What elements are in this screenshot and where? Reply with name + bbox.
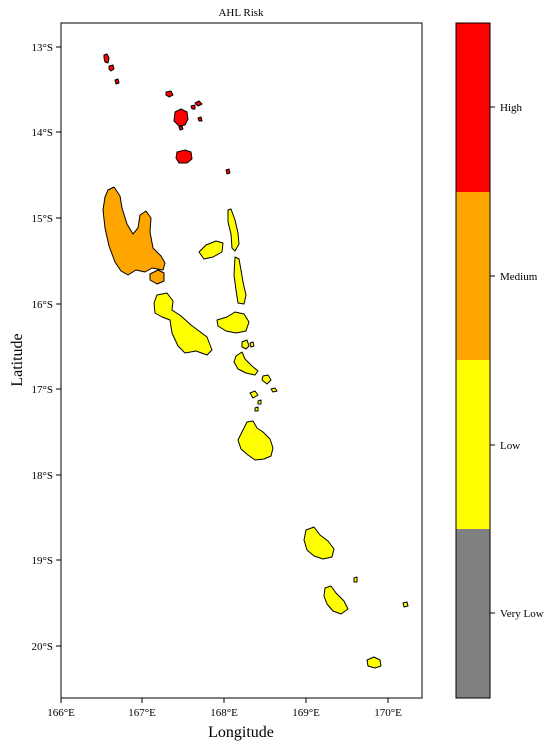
- island-ambrym: [216, 311, 250, 334]
- map-title: AHL Risk: [218, 7, 264, 19]
- island-hiu: [103, 53, 110, 64]
- island-rowa: [197, 116, 203, 122]
- colorbar-band-low: [456, 360, 490, 529]
- colorbar-band-medium: [456, 192, 490, 360]
- island-epi: [233, 351, 259, 376]
- island-tanna: [323, 585, 349, 615]
- island-ureparapara: [165, 90, 174, 98]
- island-mota-lava: [190, 104, 196, 110]
- island-tongoa: [249, 390, 259, 399]
- island-merelava: [225, 168, 231, 175]
- lon-tick-label: 167°E: [128, 707, 156, 719]
- island-espiritu-santo: [102, 186, 166, 276]
- island-loh: [114, 78, 120, 85]
- lat-tick-label: 16°S: [31, 299, 53, 311]
- lon-tick-label: 166°E: [47, 707, 75, 719]
- risk-colorbar: High Medium Low Very Low: [455, 22, 544, 699]
- island-lopevi: [249, 341, 255, 348]
- island-ambae: [198, 240, 224, 260]
- legend-label-high: High: [500, 102, 523, 114]
- island-toga: [108, 64, 115, 72]
- x-axis-title: Longitude: [208, 724, 274, 741]
- lat-tick-label: 14°S: [31, 127, 53, 139]
- lat-tick-label: 19°S: [31, 555, 53, 567]
- island-maewo: [227, 208, 240, 252]
- lon-tick-label: 170°E: [374, 707, 402, 719]
- island-pentecost: [233, 256, 247, 305]
- island-paama: [241, 339, 250, 350]
- lon-tick-label: 168°E: [210, 707, 238, 719]
- island-vanua-lava: [173, 108, 189, 127]
- lon-tick-label: 169°E: [292, 707, 320, 719]
- legend-label-medium: Medium: [500, 271, 538, 283]
- colorbar-band-very-low: [456, 529, 490, 698]
- island-efate: [237, 420, 274, 461]
- island-emae: [254, 406, 259, 412]
- lat-tick-label: 18°S: [31, 470, 53, 482]
- lon-axis: 166°E 167°E 168°E 169°E 170°E: [47, 698, 402, 719]
- island-gaua: [175, 149, 193, 164]
- islands-layer: [102, 53, 409, 669]
- island-mota: [194, 100, 203, 107]
- island-futuna: [402, 601, 409, 608]
- lat-tick-label: 15°S: [31, 213, 53, 225]
- legend-label-very-low: Very Low: [500, 608, 544, 620]
- lat-tick-label: 13°S: [31, 42, 53, 54]
- lat-axis: 13°S 14°S 15°S 16°S 17°S 18°S 19°S 20°S: [31, 42, 61, 653]
- island-aniwa: [353, 576, 358, 583]
- y-axis-title: Latitude: [9, 333, 26, 386]
- lat-tick-label: 20°S: [31, 641, 53, 653]
- island-shepherd-islet: [257, 399, 262, 405]
- island-erromango: [303, 526, 335, 560]
- legend-label-low: Low: [500, 440, 520, 452]
- colorbar-band-high: [456, 23, 490, 192]
- colorbar-frame: [455, 22, 491, 699]
- island-malakula: [153, 292, 213, 356]
- lat-tick-label: 17°S: [31, 384, 53, 396]
- island-lamen: [261, 374, 272, 385]
- island-aneityum: [366, 656, 382, 669]
- island-vanua-lava-islet: [178, 125, 184, 131]
- island-malo: [149, 269, 165, 285]
- island-buninga: [270, 387, 278, 393]
